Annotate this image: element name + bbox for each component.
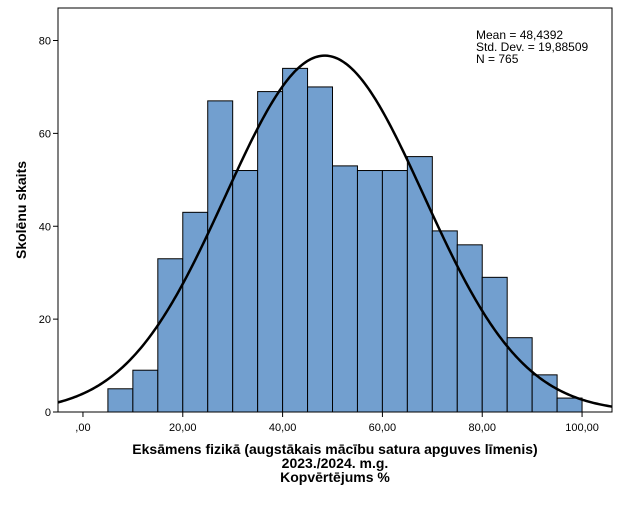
y-tick-label: 40: [39, 221, 51, 233]
x-tick-label: 100,00: [565, 422, 599, 434]
y-axis: 0 20 40 60 80: [39, 36, 58, 419]
histogram-bar: [157, 258, 184, 413]
histogram-bar: [556, 397, 583, 413]
histogram-bar: [456, 244, 483, 413]
stats-n-label: N = 765: [476, 52, 519, 66]
x-tick-label: 80,00: [468, 422, 496, 434]
histogram-bar: [332, 165, 358, 413]
x-axis-title-line-1: Eksāmens fizikā (augstākais mācību satur…: [132, 441, 537, 457]
histogram-bar: [481, 276, 508, 413]
y-tick-label: 60: [39, 128, 51, 140]
histogram-bar: [406, 156, 433, 413]
y-tick-label: 0: [45, 407, 51, 419]
histogram-bar: [107, 388, 134, 413]
x-tick-label: 20,00: [169, 422, 197, 434]
x-axis-title-line-3: Kopvērtējums %: [280, 469, 390, 485]
y-tick-label: 20: [39, 314, 51, 326]
histogram-bar: [257, 91, 284, 413]
stats-stddev-label: Std. Dev. = 19,88509: [476, 40, 589, 54]
x-tick-label: ,00: [75, 422, 90, 434]
histogram-bar: [356, 170, 383, 413]
histogram-bar: [132, 369, 159, 413]
histogram-bar: [431, 230, 458, 413]
stats-mean-label: Mean = 48,4392: [476, 28, 563, 42]
bars-group: [107, 67, 583, 413]
histogram-bar: [282, 67, 309, 413]
x-axis-title-line-2: 2023./2024. m.g.: [282, 455, 389, 471]
x-tick-label: 60,00: [369, 422, 397, 434]
y-axis-title: Skolēnu skaits: [13, 161, 29, 259]
histogram-bar: [232, 170, 259, 413]
histogram-bar: [381, 170, 408, 413]
x-tick-label: 40,00: [269, 422, 297, 434]
histogram-bar: [207, 100, 234, 413]
histogram-bar: [307, 86, 334, 413]
y-tick-label: 80: [39, 36, 51, 48]
normal-curve: [57, 54, 613, 408]
x-axis: ,00 20,00 40,00 60,00 80,00 100,00: [75, 412, 599, 434]
